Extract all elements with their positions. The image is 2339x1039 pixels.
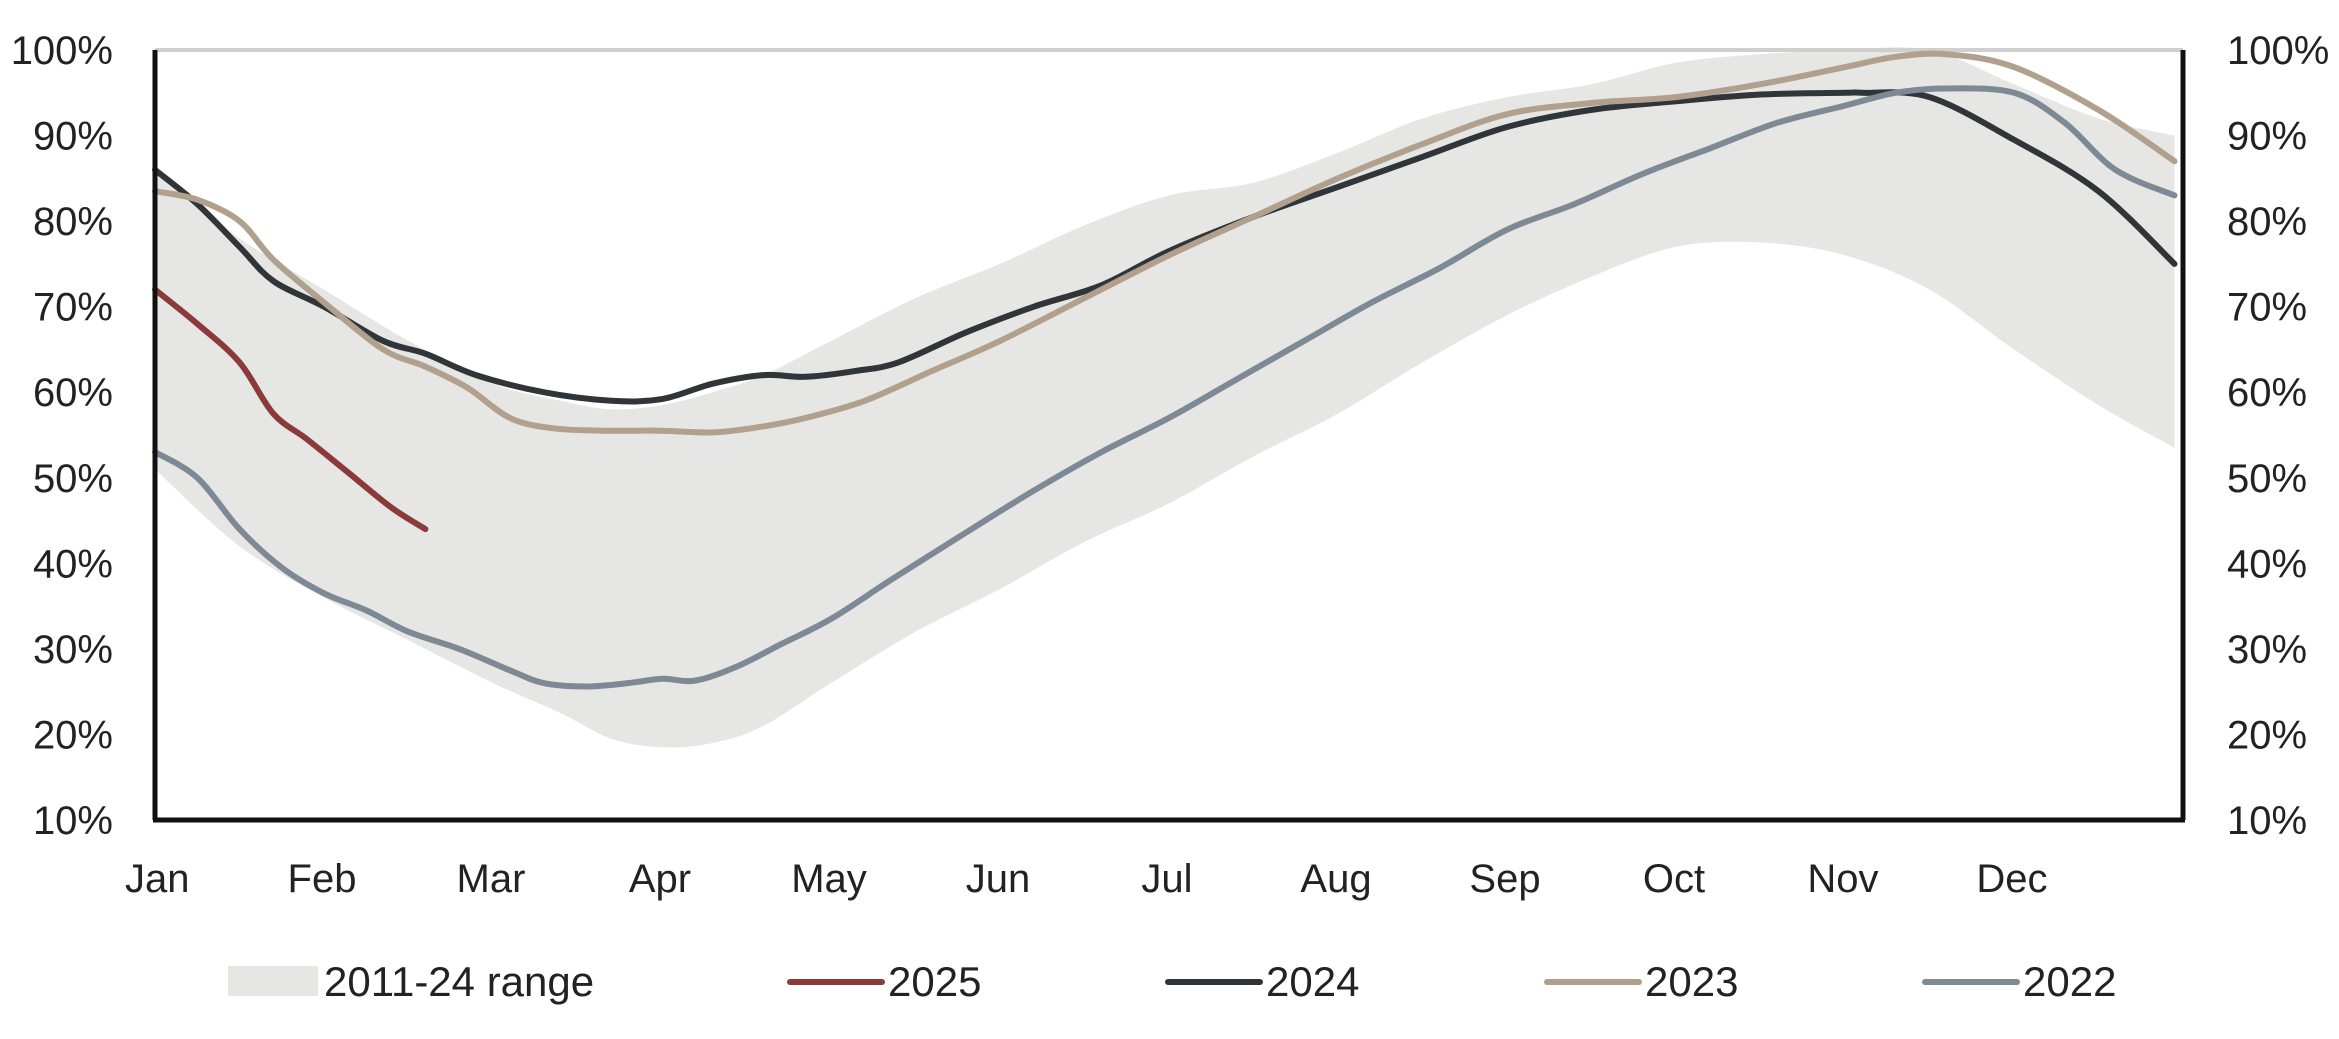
series-line-2025 [152,286,429,533]
y-tick-label-left: 100% [11,29,113,73]
axes-layer [152,50,2186,823]
x-tick-label: Feb [288,857,357,901]
y-tick-label-right: 80% [2227,200,2307,244]
legend: 2011-24 range 2025 2024 2023 2022 [228,958,2116,1005]
y-tick-label-left: 70% [33,286,113,330]
x-tick-label: Aug [1300,857,1371,901]
y-tick-label-right: 30% [2227,628,2307,672]
y-axis-right-ticks: 10% 20% 30% 40% 50% 60% 70% 80% 90% 100% [2227,29,2329,843]
series-line-2023 [152,50,2178,436]
x-tick-label: Sep [1469,857,1540,901]
y-tick-label-right: 20% [2227,713,2307,757]
legend-swatch-range [228,966,318,996]
y-tick-label-left: 60% [33,371,113,415]
legend-label-2023: 2023 [1645,958,1738,1005]
y-tick-label-right: 90% [2227,115,2307,159]
legend-label-range: 2011-24 range [324,958,594,1005]
legend-label-2022: 2022 [2023,958,2116,1005]
x-tick-label: Nov [1807,857,1878,901]
series-line-2024 [152,89,2178,405]
range-band-layer [155,47,2175,748]
y-tick-label-left: 20% [33,713,113,757]
y-tick-label-left: 50% [33,457,113,501]
y-tick-label-right: 40% [2227,542,2307,586]
x-tick-label: Jun [966,857,1031,901]
y-tick-label-right: 10% [2227,799,2307,843]
x-tick-label: Oct [1643,857,1705,901]
range-band-2011-24 [155,47,2175,748]
y-tick-label-left: 30% [33,628,113,672]
legend-label-2024: 2024 [1266,958,1359,1005]
y-axis-left-ticks: 10% 20% 30% 40% 50% 60% 70% 80% 90% 100% [11,29,113,843]
y-tick-label-right: 100% [2227,29,2329,73]
x-tick-label: Apr [629,857,691,901]
y-tick-label-left: 80% [33,200,113,244]
x-axis-ticks: Jan Feb Mar Apr May Jun Jul Aug Sep Oct Nov Dec [125,857,2048,901]
series-layer [152,50,2178,690]
series-line-2022 [152,85,2178,690]
x-tick-label: Mar [457,857,526,901]
y-tick-label-right: 50% [2227,457,2307,501]
x-tick-label: May [791,857,867,901]
x-tick-label: Jan [125,857,190,901]
x-tick-label: Dec [1976,857,2047,901]
y-tick-label-left: 10% [33,799,113,843]
legend-label-2025: 2025 [888,958,981,1005]
y-tick-label-left: 40% [33,542,113,586]
x-tick-label: Jul [1141,857,1192,901]
y-tick-label-right: 60% [2227,371,2307,415]
y-tick-label-right: 70% [2227,286,2307,330]
y-tick-label-left: 90% [33,115,113,159]
